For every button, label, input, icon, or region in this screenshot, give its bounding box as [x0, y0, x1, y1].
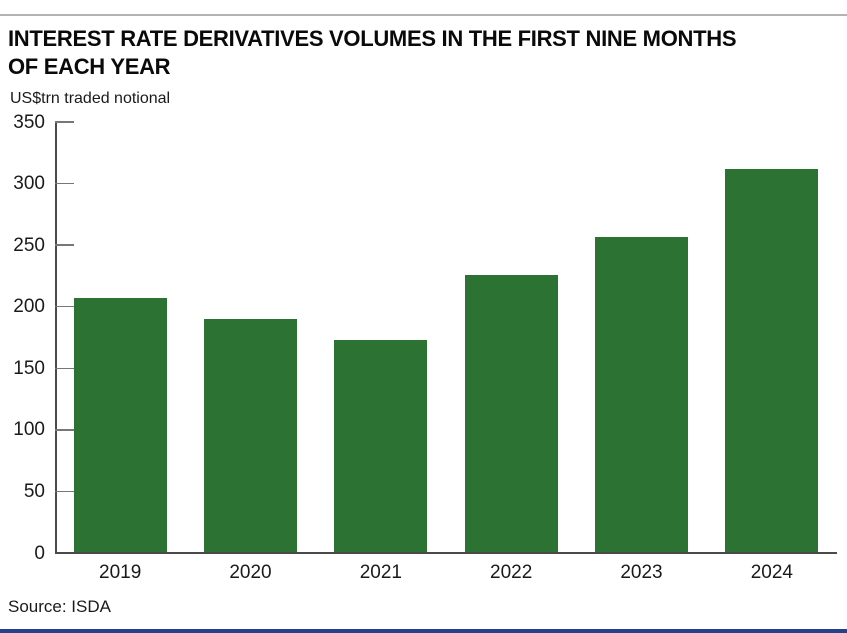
y-tick-mark: [55, 490, 74, 493]
x-tick-label: 2023: [620, 562, 663, 583]
bar-2019: [73, 298, 167, 553]
y-tick-label: 0: [34, 542, 45, 564]
x-tick-label: 2024: [750, 562, 793, 583]
chart-title-line1: INTEREST RATE DERIVATIVES VOLUMES IN THE…: [8, 26, 737, 51]
bar-2021: [334, 339, 428, 553]
y-tick-mark: [55, 429, 74, 431]
y-tick-label: 350: [13, 111, 45, 133]
top-rule: [0, 14, 847, 16]
x-tick-label: 2021: [359, 562, 402, 583]
y-tick-label: 200: [13, 296, 45, 318]
y-tick-mark: [55, 305, 74, 308]
y-tick-label: 300: [13, 173, 45, 195]
chart-subtitle: US$trn traded notional: [10, 90, 171, 107]
x-axis-line: [55, 552, 837, 554]
y-tick-mark: [55, 367, 74, 370]
bar-2023: [595, 236, 688, 553]
y-tick-label: 150: [13, 357, 45, 379]
x-tick-label: 2019: [99, 562, 142, 583]
x-tick-label: 2020: [229, 562, 272, 583]
y-tick-label: 50: [23, 480, 45, 502]
bar-2020: [204, 319, 297, 553]
y-tick-mark: [55, 121, 74, 123]
y-tick-mark: [55, 182, 74, 185]
y-axis-line: [55, 122, 57, 553]
x-tick-label: 2022: [490, 562, 533, 583]
bottom-rule: [0, 629, 847, 633]
chart-title: INTEREST RATE DERIVATIVES VOLUMES IN THE…: [8, 25, 808, 81]
y-tick-mark: [55, 244, 74, 246]
source-note: Source: ISDA: [8, 597, 111, 616]
chart-title-line2: OF EACH YEAR: [8, 54, 171, 79]
bar-2022: [464, 274, 558, 553]
bar-2024: [725, 168, 819, 553]
y-tick-label: 250: [13, 234, 45, 256]
y-tick-label: 100: [13, 419, 45, 441]
